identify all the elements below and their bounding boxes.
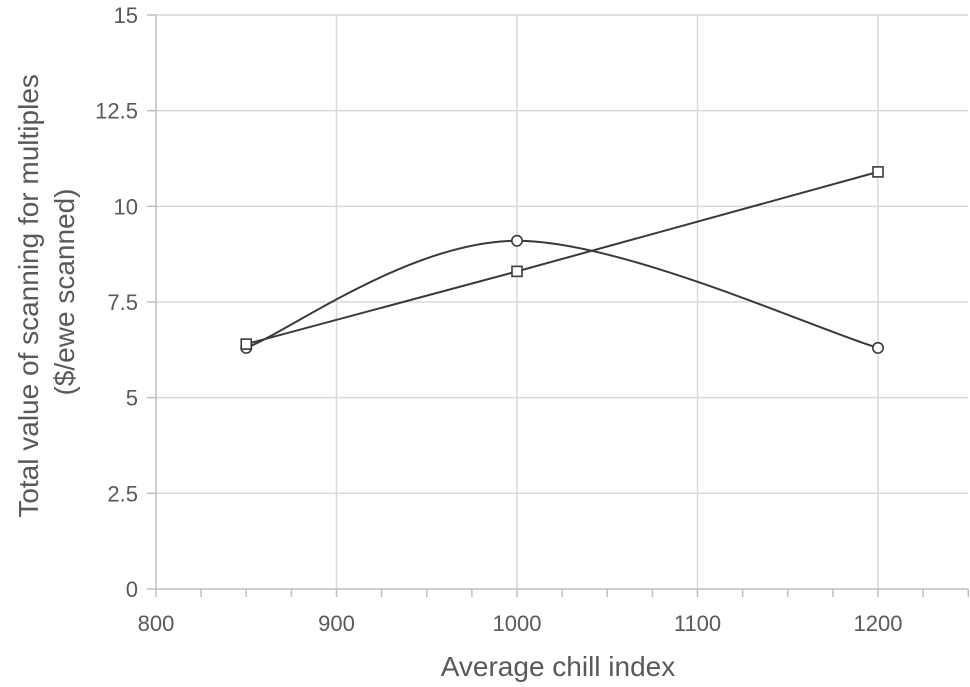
y-tick-label: 12.5 <box>95 99 138 124</box>
y-tick-label: 2.5 <box>107 481 138 506</box>
y-axis-title: Total value of scanning for multiples ($… <box>13 66 80 517</box>
tick-labels: 0 2.5 5 7.5 10 12.5 15 800 900 1000 1100 1200 <box>95 3 902 636</box>
y-tick-label: 15 <box>114 3 138 28</box>
x-tick-label: 1200 <box>854 611 903 636</box>
series-2-square-marker <box>511 265 523 278</box>
x-tick-label: 800 <box>138 611 175 636</box>
y-axis-title-line-2: ($/ewe scanned) <box>49 188 80 395</box>
axes <box>147 14 969 597</box>
series-2-square-marker <box>872 166 884 178</box>
x-tick-label: 1000 <box>493 611 542 636</box>
series-1-circle-marker <box>871 341 884 354</box>
x-tick-label: 1100 <box>674 611 721 636</box>
y-tick-label: 0 <box>126 577 138 602</box>
y-tick-label: 10 <box>114 194 138 219</box>
gridlines <box>156 14 968 589</box>
y-tick-label: 5 <box>126 386 138 411</box>
series-2-line <box>245 170 879 346</box>
y-tick-label: 7.5 <box>107 290 138 315</box>
x-tick-label: 900 <box>318 611 355 636</box>
series-1-line <box>245 239 879 349</box>
series-1-circle-marker <box>510 234 523 247</box>
series-layer <box>240 166 884 354</box>
x-axis-title: Average chill index <box>441 651 676 682</box>
series-2-square-marker <box>240 338 253 350</box>
y-axis-title-line-1: Total value of scanning for multiples <box>13 74 44 518</box>
